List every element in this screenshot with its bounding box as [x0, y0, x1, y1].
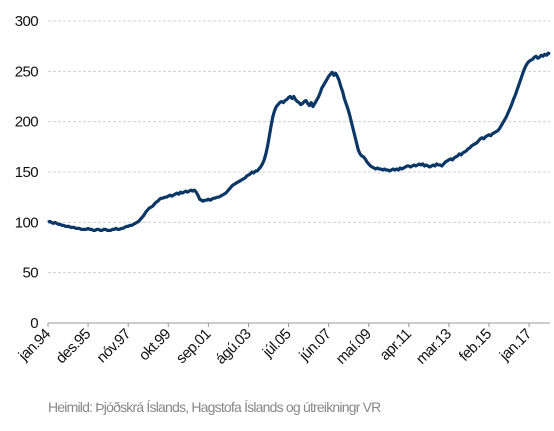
y-tick-label: 200: [15, 114, 38, 131]
line-series: [47, 51, 551, 232]
y-tick-label: 0: [30, 315, 38, 332]
x-tick-label: júl.05: [259, 326, 295, 362]
x-tick-label: des.95: [53, 326, 95, 368]
y-tick-label: 300: [15, 13, 38, 30]
source-note: Heimild: Þjóðskrá Íslands, Hagstofa Ísla…: [48, 399, 381, 415]
y-tick-label: 250: [15, 63, 38, 80]
x-tick-label: ágú.03: [212, 326, 254, 368]
x-tick-label: feb.15: [456, 326, 495, 365]
x-tick-label: jan.17: [496, 326, 535, 365]
x-tick-label: okt.99: [136, 326, 175, 365]
x-tick-label: maí.09: [333, 326, 375, 368]
x-tick-label: apr.11: [376, 326, 414, 364]
y-tick-label: 50: [23, 265, 39, 282]
y-tick-label: 150: [15, 164, 38, 181]
y-tick-label: 100: [15, 214, 38, 231]
x-tick-label: sep.01: [173, 326, 215, 368]
x-tick-label: jún.07: [295, 326, 334, 365]
x-tick-label: nóv.97: [93, 326, 134, 367]
x-tick-label: mar.13: [413, 326, 455, 368]
